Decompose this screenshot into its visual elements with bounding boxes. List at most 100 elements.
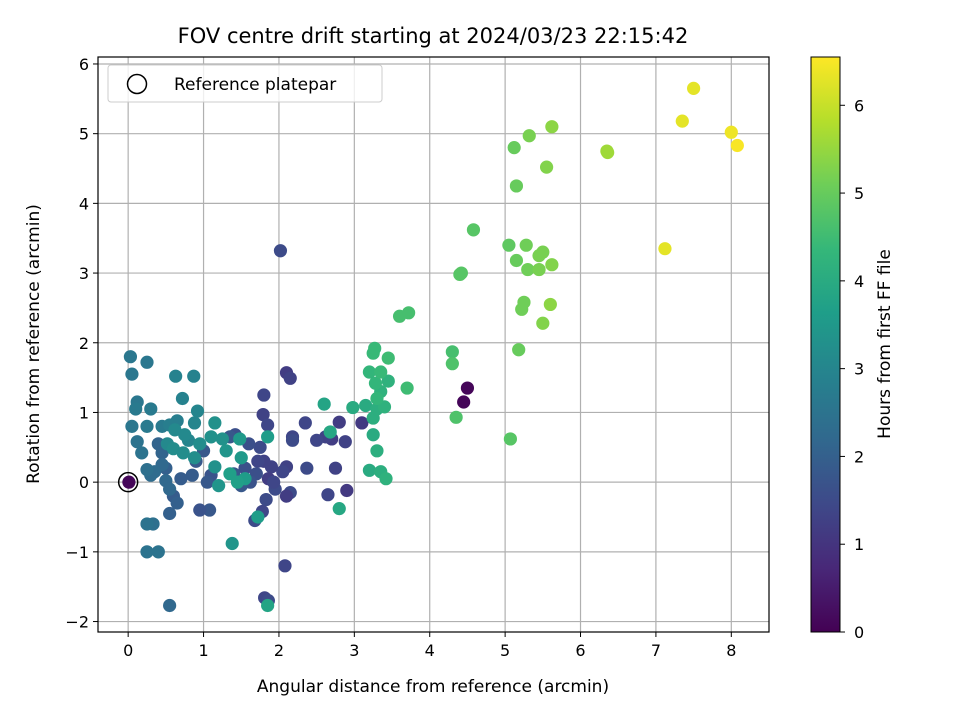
- x-tick-label: 5: [500, 641, 510, 660]
- data-point: [366, 428, 380, 442]
- legend-label: Reference platepar: [174, 75, 336, 95]
- data-point: [163, 482, 177, 496]
- legend-reference-marker: [126, 73, 148, 95]
- x-tick-label: 1: [198, 641, 208, 660]
- data-point: [278, 559, 292, 573]
- data-point: [536, 316, 550, 330]
- x-tick-label: 7: [651, 641, 661, 660]
- data-point: [532, 262, 546, 277]
- data-point: [519, 238, 533, 252]
- data-point: [261, 430, 275, 444]
- data-point: [276, 465, 290, 479]
- data-point: [400, 381, 414, 395]
- data-point: [332, 415, 346, 429]
- data-point: [509, 179, 524, 193]
- data-point: [259, 492, 273, 507]
- data-point: [251, 454, 265, 468]
- data-point: [168, 423, 182, 437]
- data-point: [151, 545, 165, 559]
- data-point: [377, 400, 392, 414]
- data-point: [730, 138, 744, 153]
- data-point: [300, 461, 314, 475]
- y-tick-label: 5: [79, 125, 89, 144]
- data-point: [543, 297, 557, 312]
- data-point: [202, 503, 217, 517]
- x-tick-label: 6: [575, 641, 585, 660]
- data-point: [675, 114, 689, 128]
- legend: Reference platepar: [107, 64, 383, 103]
- data-point: [140, 463, 154, 477]
- data-point: [359, 398, 373, 413]
- data-point: [123, 350, 138, 364]
- data-point: [140, 355, 154, 369]
- data-point: [512, 343, 526, 357]
- data-point: [257, 388, 271, 402]
- data-point: [178, 428, 192, 442]
- reference-marker: [117, 471, 139, 493]
- data-point: [238, 461, 252, 475]
- data-point: [445, 357, 459, 371]
- data-point: [163, 598, 177, 613]
- data-point: [256, 407, 270, 422]
- data-point: [328, 461, 343, 475]
- data-point: [219, 444, 233, 458]
- y-axis-label: Rotation from reference (arcmin): [24, 204, 44, 484]
- data-point: [536, 245, 550, 259]
- x-tick-label: 0: [123, 641, 133, 660]
- data-point: [332, 502, 346, 516]
- data-point: [460, 381, 475, 395]
- data-point: [658, 242, 672, 256]
- data-point: [212, 479, 226, 493]
- data-point: [273, 244, 288, 258]
- data-point: [321, 488, 335, 502]
- data-point: [163, 506, 177, 521]
- colorbar-tick-label: 1: [854, 535, 864, 554]
- data-point: [298, 416, 312, 430]
- y-tick-label: −1: [65, 543, 89, 562]
- data-point: [125, 367, 139, 381]
- colorbar-tick-label: 6: [854, 96, 864, 115]
- data-point: [261, 418, 275, 432]
- data-point: [204, 430, 218, 444]
- data-point: [323, 425, 337, 439]
- y-axis: −2 −1 0 1 2 3 4 5 6: [65, 55, 98, 632]
- data-point: [129, 402, 143, 416]
- grid: [98, 57, 769, 632]
- y-tick-label: 1: [79, 403, 89, 422]
- data-point: [374, 365, 388, 379]
- x-tick-label: 8: [726, 641, 736, 660]
- data-point: [340, 483, 354, 498]
- data-point: [346, 400, 360, 415]
- data-point: [144, 402, 158, 416]
- data-point: [509, 253, 524, 268]
- data-point: [170, 496, 184, 510]
- x-axis-label: Angular distance from reference (arcmin): [257, 677, 609, 697]
- data-point: [208, 416, 222, 430]
- chart-title: FOV centre drift starting at 2024/03/23 …: [178, 24, 689, 48]
- data-points: [117, 81, 744, 613]
- data-point: [368, 376, 383, 390]
- data-point: [381, 351, 395, 365]
- data-point: [545, 120, 559, 134]
- data-point: [724, 125, 738, 139]
- y-tick-label: −2: [65, 613, 89, 632]
- data-point: [362, 463, 377, 477]
- data-point: [251, 510, 265, 524]
- data-point: [545, 258, 559, 272]
- data-point: [449, 410, 463, 424]
- colorbar-gradient: [810, 56, 841, 633]
- colorbar-tick-label: 4: [854, 272, 864, 291]
- x-tick-label: 4: [425, 641, 435, 660]
- data-point: [140, 419, 154, 433]
- data-point: [193, 503, 207, 517]
- legend-box: [107, 64, 383, 103]
- colorbar-ticks: 0 1 2 3 4 5 6: [840, 96, 864, 642]
- data-point: [140, 517, 154, 531]
- data-point: [130, 435, 144, 449]
- data-point: [151, 437, 165, 451]
- data-point: [187, 451, 202, 465]
- data-point: [208, 460, 222, 474]
- data-point: [190, 404, 205, 418]
- plot-frame: [97, 56, 770, 633]
- x-tick-label: 3: [349, 641, 359, 660]
